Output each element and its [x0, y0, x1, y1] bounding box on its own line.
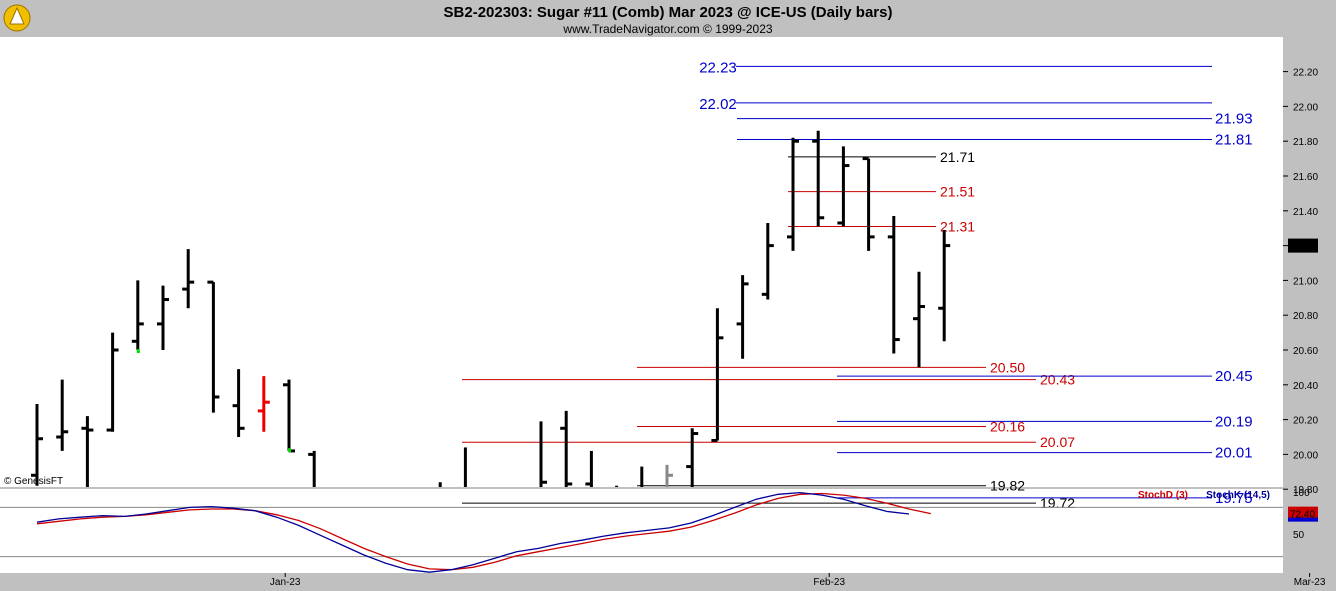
- level-label: 20.45: [1215, 368, 1253, 385]
- chart-title: SB2-202303: Sugar #11 (Comb) Mar 2023 @ …: [444, 4, 893, 21]
- stoch-d-line: [36, 492, 931, 571]
- level-label: 22.23: [699, 59, 737, 76]
- signal-marker: [136, 349, 140, 353]
- time-tick-label: Feb-23: [813, 577, 845, 588]
- ohlc-bar: [938, 229, 951, 342]
- ohlc-bar: [560, 410, 573, 487]
- ohlc-bar: [106, 332, 119, 432]
- stoch-tick-label: 100: [1293, 488, 1310, 499]
- ohlc-bar: [711, 308, 724, 442]
- ohlc-bar: [761, 222, 774, 300]
- price-tick-label: 20.40: [1293, 381, 1318, 392]
- stoch-k-legend: StochK (14,5): [1206, 490, 1270, 501]
- stochastic-plot: 100 50 72.40: [0, 488, 1318, 573]
- trade-navigator-logo-icon: [3, 4, 31, 32]
- price-tick-label: 21.60: [1293, 172, 1318, 183]
- stoch-last-label: 72.40: [1290, 510, 1315, 521]
- price-panel: [0, 37, 1283, 487]
- level-label: 20.07: [1040, 434, 1075, 450]
- ohlc-bar: [157, 285, 169, 350]
- level-label: 21.31: [940, 218, 975, 234]
- price-tick-label: 21.80: [1293, 137, 1318, 148]
- price-bars: [31, 130, 951, 487]
- ohlc-bar: [207, 280, 220, 413]
- level-label: 19.72: [1040, 495, 1075, 511]
- level-label: 21.81: [1215, 131, 1253, 148]
- level-label: 20.01: [1215, 445, 1253, 462]
- price-tick-label: 20.20: [1293, 416, 1318, 427]
- ohlc-bar: [837, 146, 850, 227]
- ohlc-bar: [862, 157, 875, 251]
- price-tick-label: 19.80: [1293, 485, 1318, 496]
- stoch-last-badge: [1288, 506, 1318, 521]
- ohlc-bar: [686, 428, 699, 487]
- ohlc-bar: [56, 379, 69, 451]
- ohlc-bar: [232, 369, 245, 437]
- ohlc-bar: [131, 280, 144, 350]
- stoch-d-legend: StochD (3): [1138, 490, 1188, 501]
- ohlc-bar: [308, 450, 316, 487]
- copyright-label: © GenesisFT: [4, 476, 63, 487]
- level-label: 20.43: [1040, 372, 1075, 388]
- ohlc-bar: [736, 275, 749, 359]
- signal-marker: [288, 448, 291, 453]
- price-tick-label: 22.20: [1293, 68, 1318, 79]
- level-label: 20.50: [990, 359, 1025, 375]
- time-axis: Jan-23 Feb-23 Mar-23: [270, 573, 1326, 588]
- ohlc-bar: [182, 249, 195, 309]
- level-lines: 22.23 22.02 21.93 21.81 21.71 21.51 21.31 20.50…: [462, 59, 1253, 511]
- ohlc-bar: [787, 137, 799, 251]
- level-label: 21.93: [1215, 111, 1253, 128]
- stoch-tick-label: 50: [1293, 530, 1305, 541]
- ohlc-bar: [913, 271, 925, 368]
- ohlc-bar: [31, 403, 43, 486]
- price-axis: 22.20 22.00 21.80 21.60 21.40 21.20 21.00 20.80…: [1283, 68, 1318, 496]
- price-tick-label: 22.00: [1293, 102, 1318, 113]
- level-label: 20.16: [990, 419, 1025, 435]
- price-tick-label: 21.00: [1293, 276, 1318, 287]
- price-tick-label: 20.00: [1293, 450, 1318, 461]
- last-price-label: 21.20: [1290, 242, 1315, 253]
- ohlc-bar: [81, 416, 94, 487]
- ohlc-bar: [539, 421, 547, 487]
- ohlc-bar: [665, 464, 673, 487]
- ohlc-bar: [887, 216, 900, 354]
- stoch-k-line: [36, 491, 910, 573]
- price-tick-label: 20.80: [1293, 311, 1318, 322]
- level-label: 19.75: [1215, 490, 1253, 507]
- level-label: 21.71: [940, 149, 975, 165]
- price-tick-label: 20.60: [1293, 346, 1318, 357]
- ohlc-bar: [257, 376, 270, 432]
- level-label: 20.19: [1215, 413, 1253, 430]
- ohlc-bar: [585, 450, 593, 487]
- chart-subtitle: www.TradeNavigator.com © 1999-2023: [562, 22, 772, 36]
- stoch-last-badge-k: [1288, 517, 1318, 522]
- ohlc-bar: [812, 130, 825, 227]
- time-tick-label: Jan-23: [270, 577, 301, 588]
- last-price-badge: [1288, 238, 1318, 253]
- level-label: 22.02: [699, 96, 737, 113]
- level-label: 19.82: [990, 478, 1025, 494]
- time-tick-label: Mar-23: [1294, 577, 1326, 588]
- price-tick-label: 21.40: [1293, 207, 1318, 218]
- level-label: 21.51: [940, 184, 975, 200]
